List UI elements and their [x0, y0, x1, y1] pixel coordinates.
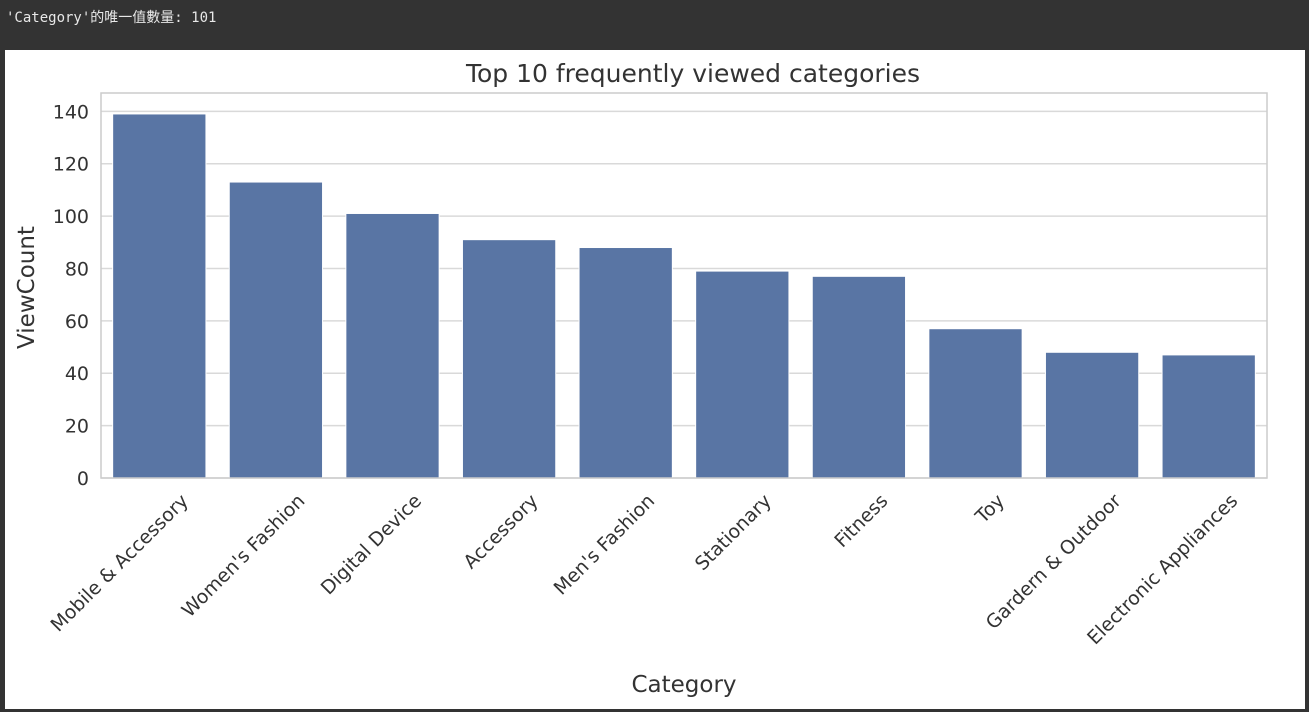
- bar: [1044, 351, 1140, 479]
- x-tick-label: Mobile & Accessory: [46, 490, 192, 636]
- bar: [345, 212, 440, 479]
- x-tick-label: Digital Device: [317, 490, 426, 599]
- y-tick-label: 40: [65, 363, 89, 385]
- y-axis-label: ViewCount: [14, 226, 40, 349]
- y-tick-label: 120: [53, 154, 89, 176]
- y-tick-label: 80: [65, 258, 89, 280]
- plot-frame: [100, 92, 1268, 479]
- x-axis-label: Category: [631, 672, 736, 698]
- bars: [112, 113, 1256, 479]
- x-tick-label: Women's Fashion: [178, 490, 310, 622]
- x-tick-label: Stationary: [691, 490, 776, 575]
- bar: [695, 270, 790, 479]
- bar: [1161, 354, 1256, 479]
- bar: [112, 113, 207, 479]
- x-tick-label: Toy: [971, 490, 1009, 528]
- y-tick-labels: 0 20 40 60 80 100 120 140: [53, 101, 89, 490]
- x-tick-label: Men's Fashion: [550, 490, 660, 600]
- y-tick-label: 20: [65, 416, 89, 438]
- y-tick-label: 100: [53, 206, 89, 228]
- y-tick-label: 60: [65, 311, 89, 333]
- bar: [461, 239, 557, 479]
- cell-output-text: 'Category'的唯一值數量: 101: [6, 10, 217, 26]
- x-tick-label: Fitness: [830, 490, 892, 552]
- bar-chart: 0 20 40 60 80 100 120 140 Mobile & AccessoryWom…: [14, 59, 1268, 698]
- x-tick-label: Accessory: [459, 490, 542, 573]
- bar: [928, 328, 1023, 479]
- bar: [811, 275, 907, 479]
- bar: [228, 181, 324, 479]
- y-tick-label: 140: [53, 101, 89, 123]
- y-tick-label: 0: [77, 468, 89, 490]
- chart-figure: 0 20 40 60 80 100 120 140 Mobile & Accessory Wom…: [5, 50, 1305, 709]
- chart-title: Top 10 frequently viewed categories: [465, 59, 920, 88]
- bar: [578, 247, 673, 479]
